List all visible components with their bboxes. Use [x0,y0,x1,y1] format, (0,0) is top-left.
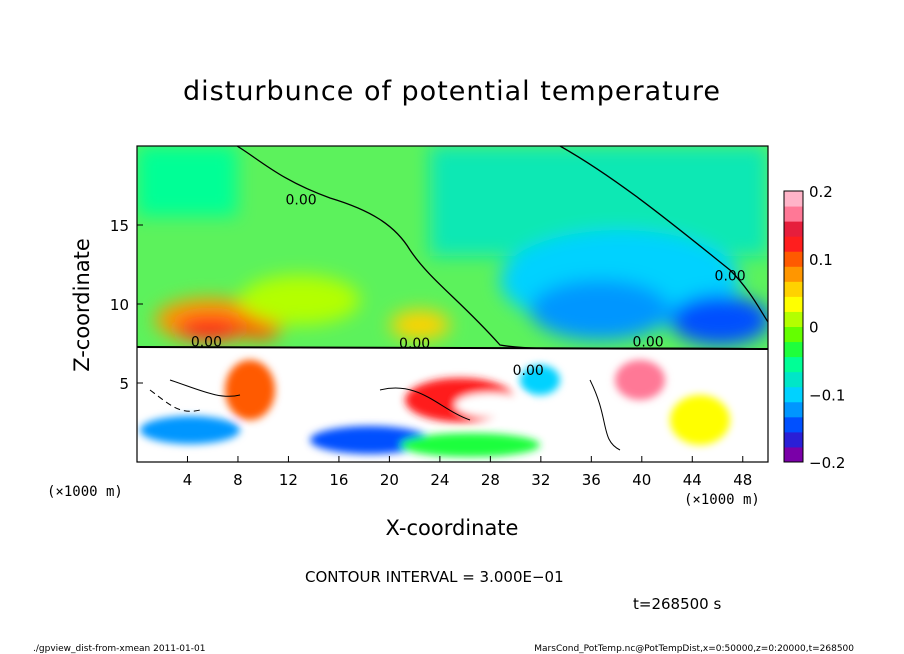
colorbar-swatch [784,326,803,343]
contour-label: 0.00 [633,335,664,351]
footer-right: MarsCond_PotTemp.nc@PotTempDist,x=0:5000… [534,644,854,654]
x-tick-label: 8 [233,471,243,489]
colorbar-swatch [784,401,803,418]
x-tick-label: 12 [279,471,298,489]
colorbar [784,191,803,463]
colorbar-swatch [784,191,803,207]
contour-label: 0.00 [513,363,544,379]
colorbar-tick-label: 0.2 [809,183,833,201]
heatmap-field [137,146,768,462]
contour-label: 0.00 [715,268,746,284]
colorbar-swatch [784,281,803,297]
colorbar-frame [783,190,804,463]
x-tick-label: 48 [733,471,752,489]
colorbar-swatch [784,251,803,267]
x-axis-label: X-coordinate [385,516,519,540]
contour-interval: CONTOUR INTERVAL = 3.000E−01 [305,568,564,586]
x-tick-label: 16 [329,471,348,489]
y-tick-group: 5 10 15 [110,217,143,393]
contour-label: 0.00 [285,192,316,208]
contour-label: 0.00 [191,335,222,351]
x-unit-left: (×1000 m) [47,484,123,500]
x-tick-label: 28 [481,471,500,489]
y-tick-label: 5 [119,375,129,393]
footer-left: ./gpview_dist-from-xmean 2011-01-01 [33,644,206,654]
y-tick-label: 15 [110,217,129,235]
x-unit-right: (×1000 m) [684,492,760,508]
x-tick-label: 40 [632,471,651,489]
x-tick-group: 4 8 12 16 20 24 28 32 36 40 44 48 [183,456,752,489]
colorbar-swatch [784,341,803,358]
x-tick-label: 32 [531,471,550,489]
colorbar-swatch [784,371,803,388]
colorbar-tick-label: −0.1 [809,386,845,404]
colorbar-swatch [784,266,803,282]
colorbar-swatch [784,236,803,252]
colorbar-tick-label: 0.1 [809,251,833,269]
colorbar-swatch [784,356,803,373]
colorbar-tick-label: 0 [809,319,819,337]
time-label: t=268500 s [633,595,722,613]
colorbar-swatch [784,446,803,463]
colorbar-swatch [784,311,803,327]
x-tick-label: 20 [380,471,399,489]
colorbar-swatch [784,416,803,433]
x-tick-label: 4 [183,471,193,489]
colorbar-swatch [784,221,803,237]
colorbar-swatch [784,386,803,403]
y-tick-label: 10 [110,296,129,314]
chart-title: disturbunce of potential temperature [183,76,721,107]
colorbar-swatch [784,431,803,448]
colorbar-tick-group: 0.2 0.1 0 −0.1 −0.2 [809,183,845,472]
colorbar-swatch [784,206,803,222]
x-tick-label: 44 [683,471,702,489]
x-tick-label: 24 [430,471,449,489]
colorbar-tick-label: −0.2 [809,454,845,472]
x-tick-label: 36 [582,471,601,489]
contour-label-group: 0.00 0.00 0.00 0.00 0.00 0.00 [191,192,746,379]
contour-label: 0.00 [399,336,430,352]
colorbar-swatch [784,296,803,312]
